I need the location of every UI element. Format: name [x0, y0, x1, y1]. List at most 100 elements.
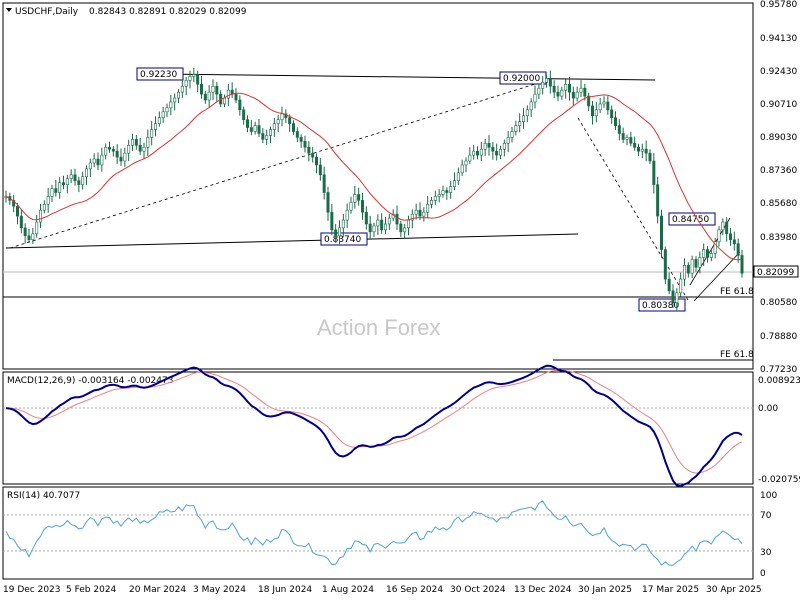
candle-body [587, 95, 591, 107]
candle-body [173, 97, 177, 103]
candle-body [705, 249, 709, 258]
x-tick: 13 Dec 2024 [514, 585, 572, 595]
macd-line [5, 364, 743, 488]
candle-body [127, 144, 131, 154]
candle-body [564, 83, 568, 91]
candle-body [203, 93, 207, 101]
candle-body [556, 91, 560, 97]
x-tick: 30 Oct 2024 [450, 585, 506, 595]
candle-body [73, 174, 77, 181]
x-tick: 20 Mar 2024 [129, 585, 186, 595]
candle-body [406, 219, 410, 229]
candle-body [100, 154, 104, 166]
candle-body [27, 235, 31, 241]
candlestick-series [4, 68, 744, 312]
candle-body [441, 190, 445, 195]
candle-body [215, 85, 219, 95]
moving-average-line [5, 92, 743, 261]
annotation-text: 0.83740 [324, 235, 361, 245]
candle-body [636, 146, 640, 152]
candle-body [54, 188, 58, 193]
candle-body [552, 85, 556, 93]
candle-body [610, 109, 614, 119]
candle-body [188, 76, 192, 81]
candle-body [211, 85, 215, 93]
candle-body [667, 278, 671, 292]
candle-body [460, 164, 464, 174]
y-tick: 0.008923 [758, 376, 800, 386]
candle-body [96, 158, 100, 166]
candle-body [353, 194, 357, 203]
candle-body [341, 219, 345, 229]
y-tick: 100 [760, 491, 777, 501]
candle-body [506, 137, 510, 144]
candle-body [682, 265, 686, 280]
chart-symbol: USDCHF,Daily [15, 7, 79, 17]
candle-body [58, 182, 62, 193]
candle-body [472, 150, 476, 156]
candle-body [268, 129, 272, 136]
x-tick: 3 May 2024 [193, 585, 246, 595]
candle-body [656, 184, 660, 217]
collapse-triangle-icon[interactable] [6, 8, 12, 12]
candle-body [180, 85, 184, 93]
y-tick: 0.90710 [760, 100, 797, 110]
candle-body [644, 148, 648, 154]
candle-body [686, 265, 690, 274]
annotation-text: 0.84750 [672, 215, 709, 225]
y-tick: 0.95780 [760, 0, 797, 10]
candle-body [621, 133, 625, 140]
candle-body [740, 255, 744, 274]
candle-body [372, 225, 376, 233]
annotation-box [320, 232, 368, 246]
candle-body [694, 259, 698, 268]
candle-body [725, 221, 729, 235]
macd-title: MACD(12,26,9) -0.003164 -0.002473 [7, 376, 173, 386]
candle-body [445, 190, 449, 193]
x-tick: 19 Dec 2023 [3, 585, 61, 595]
candle-body [12, 200, 16, 207]
candle-body [169, 101, 173, 109]
trendline-dashed-rise [9, 79, 549, 249]
candle-body [433, 196, 437, 201]
y-tick: -0.020759 [758, 475, 800, 485]
candle-body [560, 89, 564, 97]
candle-body [288, 117, 292, 124]
rsi-panel [2, 486, 754, 580]
candle-body [590, 105, 594, 117]
candle-body [717, 229, 721, 242]
y-tick: 0.77230 [760, 365, 797, 375]
candle-body [157, 117, 161, 124]
annotation-text: 0.92230 [140, 70, 177, 80]
candle-body [226, 89, 230, 99]
candle-body [31, 233, 35, 241]
chart-ohlc: 0.82843 0.82891 0.82029 0.82099 [89, 7, 247, 17]
candle-body [575, 91, 579, 99]
candle-body [334, 229, 338, 237]
candle-body [709, 253, 713, 258]
y-tick: 0.83980 [760, 233, 797, 243]
candle-body [207, 91, 211, 101]
candle-body [498, 148, 502, 156]
fe-level-label: FE 61.8 [720, 350, 754, 360]
rsi-title: RSI(14) 40.7077 [7, 491, 80, 501]
candle-body [65, 178, 69, 185]
candle-body [23, 227, 27, 237]
candle-body [280, 113, 284, 120]
candle-body [142, 146, 146, 152]
candle-body [514, 125, 518, 132]
candle-body [295, 131, 299, 138]
candle-body [104, 146, 108, 156]
candle-body [123, 152, 127, 162]
channel-lower [693, 251, 741, 302]
candle-body [380, 219, 384, 231]
candle-body [567, 83, 571, 93]
candle-body [510, 131, 514, 138]
annotation-text: 0.92000 [503, 74, 540, 84]
trendline-dashed-fall [577, 117, 689, 301]
y-tick: 0 [760, 569, 766, 579]
candle-body [598, 103, 602, 111]
candle-body [234, 93, 238, 101]
candle-body [418, 209, 422, 217]
